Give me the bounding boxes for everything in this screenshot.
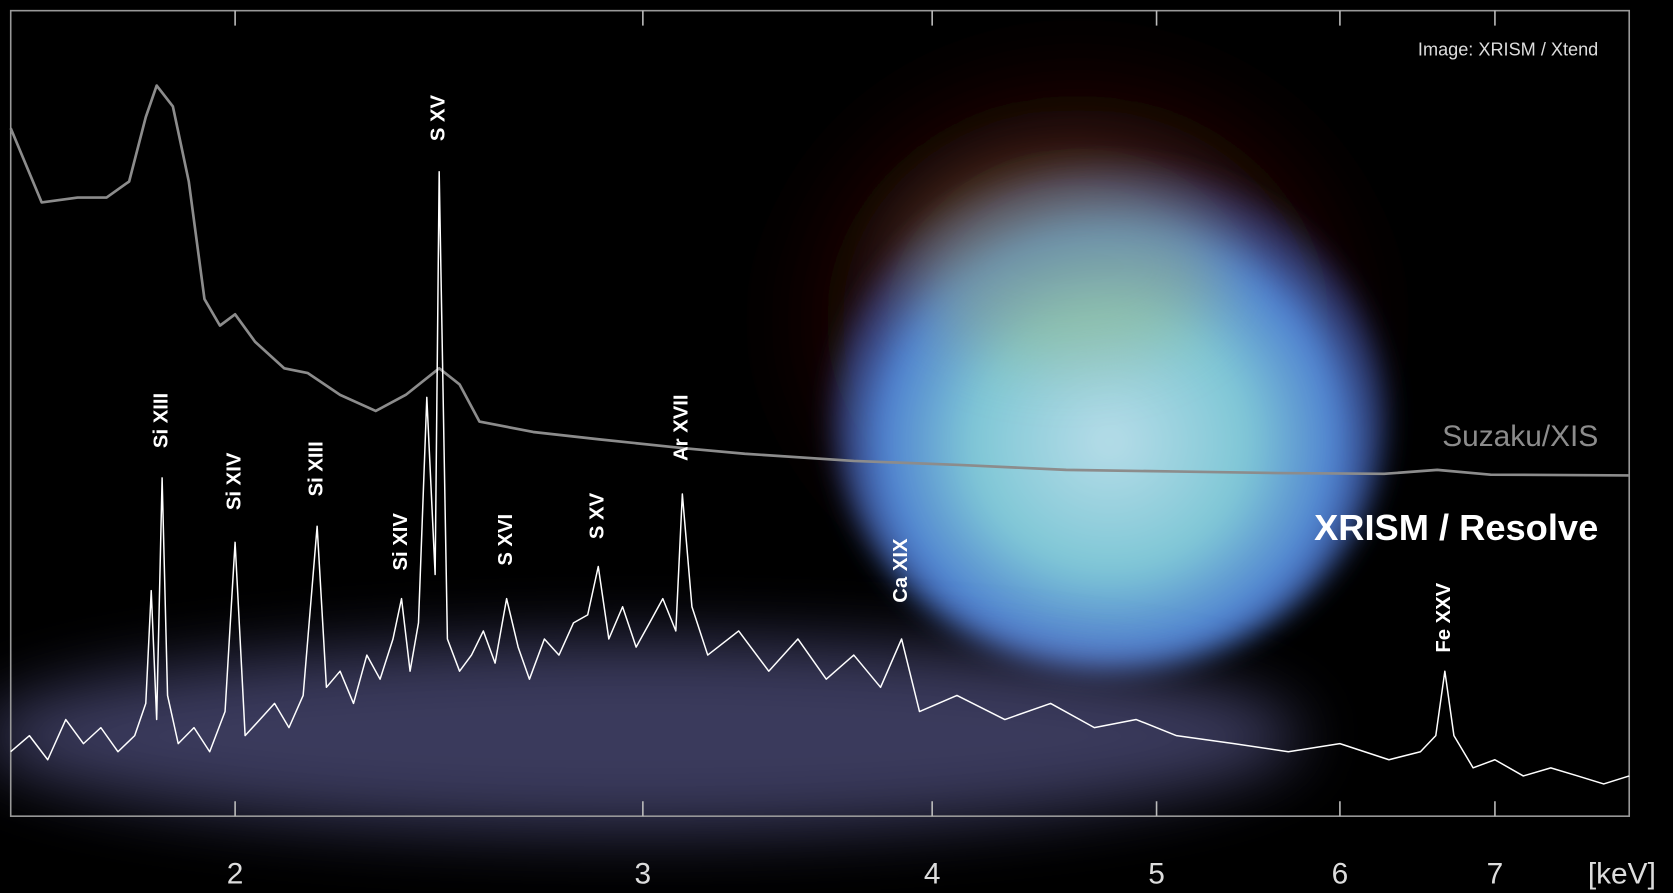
credit: Image: XRISM / Xtend [1418, 39, 1598, 59]
x-tick-label: 7 [1487, 857, 1504, 890]
x-tick-label: 2 [227, 857, 244, 890]
legend-label: Suzaku/XIS [1442, 420, 1598, 453]
line-annotation: Ca XIX [890, 538, 912, 603]
page: 2 3 4 5 6 7 Suzaku/XIS XRISM / Resolve Si XIII Si… [0, 0, 1673, 893]
remnant-detail [907, 171, 1227, 363]
x-tick-label: 5 [1148, 857, 1165, 890]
line-annotation: S XV [587, 492, 609, 539]
line-annotation: Si XIII [306, 441, 328, 496]
line-annotation: Fe XXV [1433, 582, 1455, 652]
line-annotation: S XVI [495, 514, 517, 566]
x-tick-label: 3 [635, 857, 652, 890]
line-annotation: S XV [428, 94, 450, 141]
line-annotation: Si XIII [150, 393, 172, 448]
spectrum-glow [0, 640, 1302, 832]
legend-label: XRISM / Resolve [1314, 507, 1598, 548]
line-annotation: Si XIV [223, 452, 245, 510]
x-tick-label: 6 [1332, 857, 1349, 890]
line-annotation: Ar XVII [671, 394, 693, 460]
x-unit-label: [keV] [1588, 857, 1656, 890]
x-tick-label: 4 [924, 857, 941, 890]
line-annotation: Si XIV [390, 513, 412, 571]
chart: 2 3 4 5 6 7 Suzaku/XIS XRISM / Resolve Si XIII Si… [0, 0, 1673, 893]
